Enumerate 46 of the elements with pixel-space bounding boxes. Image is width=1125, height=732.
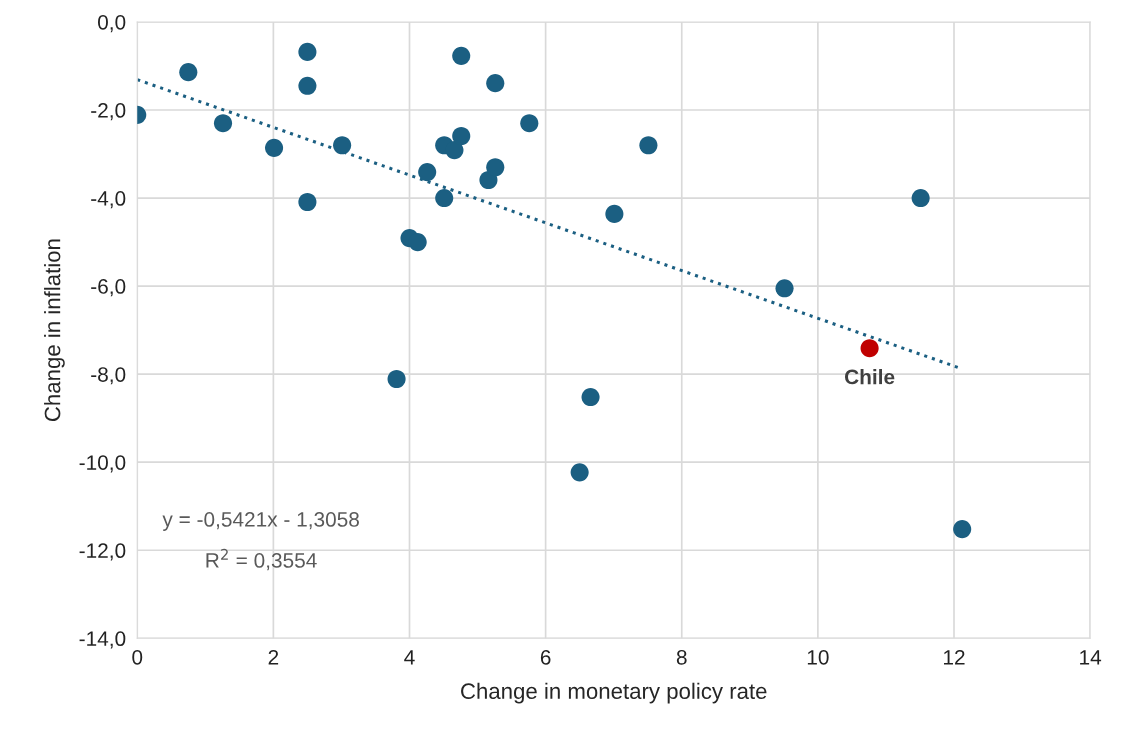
x-tick-label: 4 [404,650,415,665]
point [605,204,624,223]
point [911,189,930,208]
y-tick-label: -12,0 [79,543,126,561]
point [775,279,794,298]
y-tick-label: 0,0 [97,14,126,33]
point [452,46,471,65]
x-tick-label: 8 [676,649,687,665]
point [213,114,233,133]
point [520,114,539,133]
x-tick-label: 0 [132,649,143,665]
point [953,520,972,539]
annotation: y = -0,5421x - 1,3058 [162,512,359,531]
x-tick-label: 10 [807,649,829,665]
point [298,192,317,212]
y-tick-label: -6,0 [91,279,126,297]
point [486,74,505,93]
y-tick-label: -8,0 [91,367,126,385]
y-tick-label: -2,0 [91,103,126,121]
point [418,163,437,182]
y-tick-label: -4,0 [91,191,126,209]
annotation: Chile [844,369,895,385]
point [298,76,317,95]
point [179,63,198,82]
annotation: R$^{2}$ = 0,3554 [206,548,317,571]
point [298,42,317,61]
point [333,136,352,155]
y-axis-title: Change in inflation [44,239,65,422]
x-tick-label: 12 [944,649,965,665]
point [639,136,658,155]
point [387,369,406,389]
x-axis-title: Change in monetary policy rate [461,682,767,704]
point [452,126,471,146]
x-tick-label: 2 [268,649,279,665]
x-tick-label: 14 [1080,650,1102,665]
point [581,388,600,407]
y-tick-label: -10,0 [79,455,126,473]
y-tick-label: -14,0 [79,631,126,649]
point [445,141,464,160]
point [860,339,879,358]
point [435,189,454,208]
point [265,138,284,157]
point [408,233,427,252]
x-tick-label: 6 [540,649,551,665]
point [486,158,505,177]
point [570,463,589,482]
